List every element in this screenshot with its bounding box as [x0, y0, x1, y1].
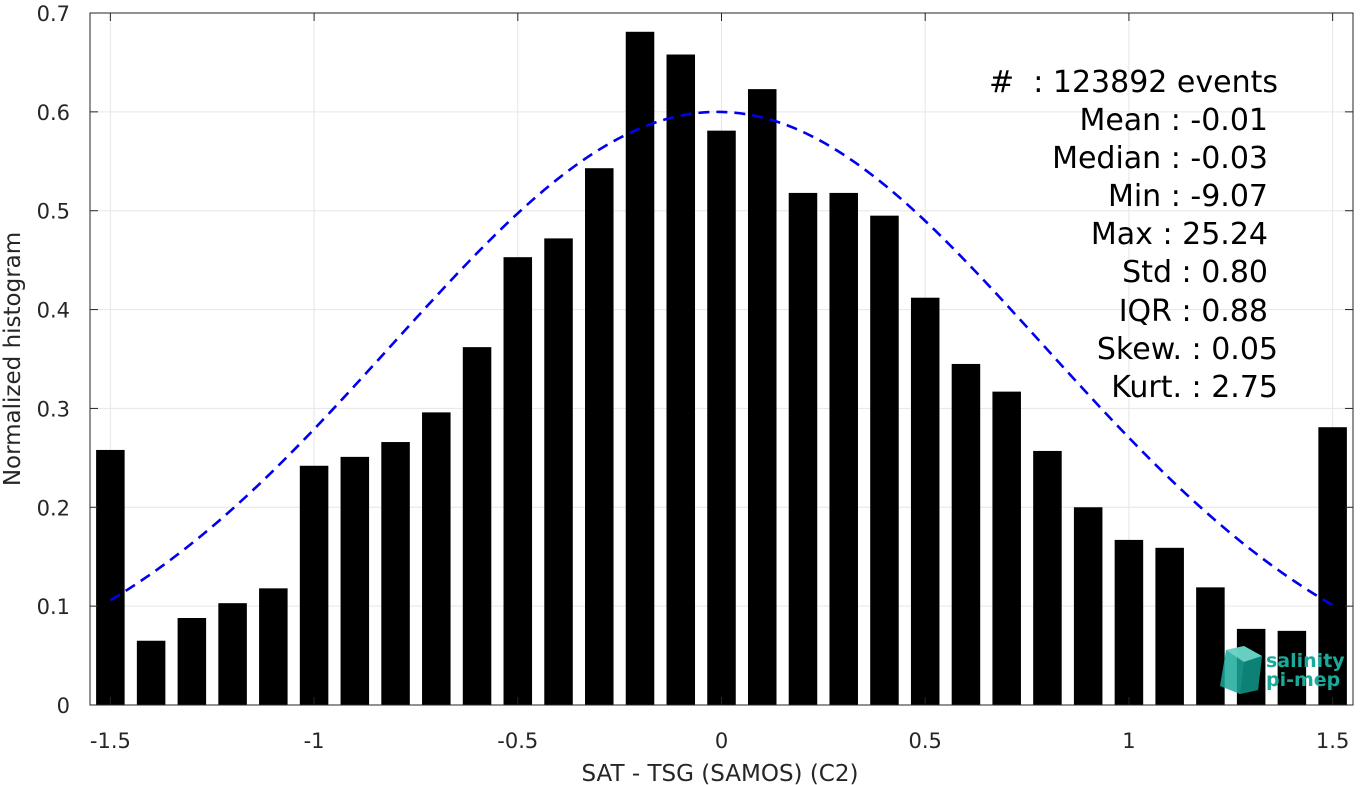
- logo-line2: pi-mep: [1266, 669, 1340, 691]
- x-tick-label: -1: [304, 729, 325, 753]
- histogram-bar: [136, 640, 166, 705]
- histogram-bar: [1073, 507, 1103, 705]
- histogram-bar: [951, 363, 981, 705]
- y-tick-label: 0.2: [37, 496, 70, 520]
- histogram-bar: [747, 89, 777, 706]
- y-tick-label: 0.5: [37, 200, 70, 224]
- stat-max: Max : 25.24: [1091, 217, 1268, 252]
- bars: [96, 31, 1347, 706]
- x-tick-label: -1.5: [90, 729, 131, 753]
- x-tick-label: 0: [715, 729, 728, 753]
- x-tick-label: 1.5: [1316, 729, 1349, 753]
- histogram-bar: [381, 442, 410, 705]
- histogram-bar: [1277, 630, 1307, 705]
- histogram-bar: [585, 168, 614, 706]
- y-tick-label: 0.1: [37, 595, 70, 619]
- y-tick-label: 0.4: [37, 299, 70, 323]
- y-tick-label: 0: [57, 694, 70, 718]
- stat-median: Median : -0.03: [1052, 141, 1268, 176]
- stat-events: # : 123892 events: [989, 65, 1278, 100]
- histogram-bar: [625, 31, 655, 706]
- histogram-bar: [1196, 587, 1225, 705]
- axes: [89, 12, 1354, 706]
- histogram-bar: [1033, 450, 1062, 705]
- stats-annotation: # : 123892 events Mean : -0.01 Median : …: [989, 65, 1278, 405]
- y-axis-title: Normalized histogram: [0, 232, 26, 486]
- tick-labels: -1.5 -1 -0.5 0 0.5 1 1.5 0 0.1 0.2 0.3 0.4 0.5 0.6 0.7: [37, 2, 1350, 753]
- logo-cube-icon: [1220, 646, 1262, 694]
- histogram-bar: [1318, 427, 1347, 705]
- histogram-bar: [96, 449, 125, 705]
- histogram-bar: [1155, 547, 1184, 705]
- stat-skew: Skew. : 0.05: [1097, 332, 1278, 367]
- histogram-bar: [666, 54, 696, 705]
- stat-mean: Mean : -0.01: [1079, 103, 1268, 138]
- y-tick-label: 0.7: [37, 2, 70, 26]
- fit-curve-layer: [109, 110, 1334, 607]
- histogram-bar: [422, 412, 451, 705]
- stat-iqr: IQR : 0.88: [1119, 294, 1268, 329]
- histogram-bar: [259, 588, 288, 705]
- x-axis-title: SAT - TSG (SAMOS) (C2): [582, 761, 859, 785]
- histogram-bar: [707, 130, 736, 705]
- stat-kurt: Kurt. : 2.75: [1111, 370, 1278, 405]
- histogram-bar: [340, 456, 370, 705]
- histogram-bar: [462, 347, 492, 705]
- histogram-bar: [788, 192, 818, 706]
- histogram-bar: [299, 465, 329, 705]
- histogram-bar: [870, 215, 899, 705]
- histogram-bar: [503, 257, 533, 705]
- logo-line1: salinity: [1266, 650, 1345, 672]
- x-tick-label: -0.5: [497, 729, 538, 753]
- histogram-bar: [544, 238, 573, 705]
- histogram-bar: [177, 618, 207, 705]
- histogram-bar: [992, 391, 1021, 705]
- histogram-bar: [910, 297, 940, 705]
- gaussian-fit-curve: [109, 110, 1334, 607]
- x-tick-label: 1: [1122, 729, 1135, 753]
- y-tick-label: 0.6: [37, 101, 70, 125]
- salinity-pimep-logo: salinity pi-mep: [1220, 646, 1345, 694]
- histogram-bar: [829, 192, 858, 706]
- x-tick-label: 0.5: [909, 729, 942, 753]
- histogram-bar: [1114, 539, 1144, 705]
- histogram-bar: [218, 603, 247, 705]
- stat-std: Std : 0.80: [1122, 255, 1268, 290]
- y-tick-label: 0.3: [37, 397, 70, 421]
- stat-min: Min : -9.07: [1108, 179, 1268, 214]
